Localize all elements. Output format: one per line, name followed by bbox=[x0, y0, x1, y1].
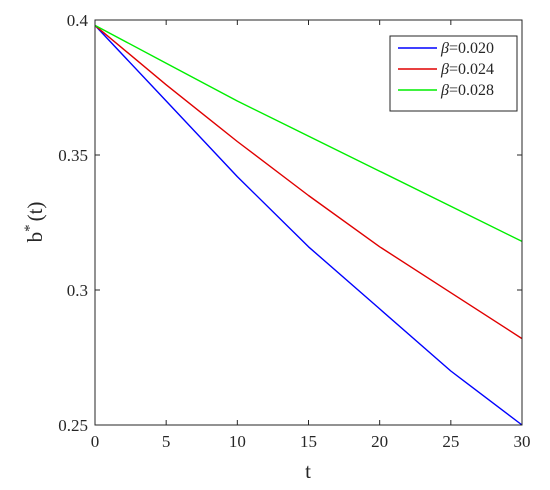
y-axis-label: b* (t) bbox=[22, 202, 47, 243]
x-axis-label: t bbox=[305, 459, 311, 483]
legend-value: =0.024 bbox=[449, 61, 494, 78]
legend-value: =0.020 bbox=[449, 40, 494, 57]
series-line-2 bbox=[94, 24, 523, 340]
y-tick-label: 0.3 bbox=[67, 281, 88, 300]
x-tick-label: 5 bbox=[162, 432, 171, 451]
legend-label-2: β=0.024 bbox=[440, 61, 494, 78]
series-layer bbox=[94, 24, 523, 426]
y-axis-label-base: b bbox=[23, 232, 47, 243]
x-tick-label: 25 bbox=[442, 432, 459, 451]
x-tick-label: 30 bbox=[514, 432, 531, 451]
legend-symbol: β bbox=[440, 61, 449, 78]
legend-label-3: β=0.028 bbox=[440, 82, 494, 99]
y-axis-label-suffix: (t) bbox=[23, 202, 47, 222]
legend-label-1: β=0.020 bbox=[440, 40, 494, 57]
y-tick-label: 0.25 bbox=[58, 416, 88, 435]
y-axis-label-superscript: * bbox=[22, 224, 38, 232]
x-tick-label: 15 bbox=[300, 432, 317, 451]
legend-value: =0.028 bbox=[449, 82, 494, 99]
y-tick-label: 0.35 bbox=[58, 146, 88, 165]
legend-symbol: β bbox=[440, 40, 449, 57]
series-line-3 bbox=[94, 24, 523, 243]
x-tick-label: 20 bbox=[371, 432, 388, 451]
legend-symbol: β bbox=[440, 82, 449, 99]
axes-layer: 0 5 10 15 20 25 30 0.25 0.3 0.35 0.4 bbox=[58, 11, 530, 451]
y-tick-label: 0.4 bbox=[67, 11, 89, 30]
x-tick-label: 0 bbox=[91, 432, 100, 451]
x-tick-label: 10 bbox=[229, 432, 246, 451]
series-line-1 bbox=[94, 24, 523, 426]
